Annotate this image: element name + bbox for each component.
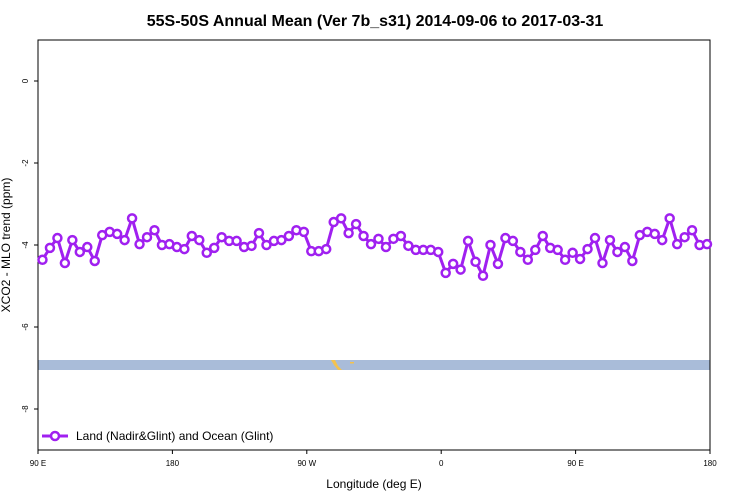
series-marker: [440, 267, 451, 279]
x-axis-title: Longitude (deg E): [326, 477, 421, 491]
series-marker: [261, 239, 272, 251]
series-marker: [686, 224, 698, 236]
chart-title: 55S-50S Annual Mean (Ver 7b_s31) 2014-09…: [147, 13, 604, 30]
series-marker: [320, 243, 332, 255]
series-marker: [52, 232, 63, 244]
series-marker: [119, 234, 130, 246]
x-tick-label: 180: [166, 459, 180, 468]
series-marker: [231, 235, 242, 247]
series-marker: [462, 235, 474, 247]
series-marker: [559, 254, 571, 266]
series-marker: [194, 234, 205, 246]
series-marker: [671, 238, 683, 250]
series-marker: [276, 234, 287, 246]
x-tick-label: 90 E: [30, 459, 46, 468]
series-marker: [395, 230, 407, 242]
series-marker: [82, 241, 93, 253]
series-marker: [246, 240, 257, 252]
series-marker: [679, 231, 690, 243]
series-marker: [604, 234, 616, 246]
legend-label: Land (Nadir&Glint) and Ocean (Glint): [76, 429, 273, 443]
series-marker: [186, 230, 198, 242]
series-marker: [567, 247, 578, 259]
series-marker: [485, 239, 496, 251]
series-marker: [597, 257, 608, 269]
series-marker: [335, 213, 347, 224]
series-marker: [111, 228, 123, 240]
series-marker: [89, 255, 100, 267]
series-marker: [208, 242, 220, 254]
series-marker: [134, 238, 145, 250]
series-marker: [589, 232, 601, 244]
series-marker: [612, 246, 623, 258]
series-marker: [179, 243, 190, 255]
series-marker: [470, 256, 481, 268]
series-marker: [253, 227, 265, 239]
x-tick-label: 180: [703, 459, 717, 468]
series-marker: [373, 233, 384, 245]
series-marker: [582, 243, 593, 255]
series-marker: [201, 247, 212, 259]
legend-marker: [49, 430, 61, 442]
series-marker: [343, 227, 354, 239]
y-tick-label: -8: [21, 405, 30, 413]
series-marker: [365, 238, 377, 250]
series-marker: [447, 258, 459, 270]
series-marker: [403, 240, 414, 252]
series-marker: [126, 213, 138, 224]
series-marker: [298, 226, 310, 238]
series-marker: [74, 246, 86, 258]
legend: Land (Nadir&Glint) and Ocean (Glint): [42, 429, 273, 443]
series-marker: [507, 235, 519, 247]
y-tick-label: -6: [21, 323, 30, 331]
series-marker: [552, 244, 563, 256]
series-marker: [149, 224, 160, 236]
series-marker: [59, 257, 71, 269]
series-marker: [477, 270, 489, 281]
land-patch: [350, 362, 354, 364]
series-marker: [432, 246, 444, 258]
surface-strip: [38, 360, 710, 370]
series-marker: [358, 230, 369, 242]
series-marker: [283, 230, 295, 242]
y-tick-label: -4: [21, 241, 30, 249]
y-tick-label: 0: [21, 78, 30, 83]
x-tick-label: 90 W: [297, 459, 316, 468]
land-patch: [331, 360, 342, 370]
series-marker: [619, 241, 631, 253]
series-marker: [574, 253, 586, 265]
series-marker: [37, 254, 48, 266]
series-marker: [44, 242, 56, 254]
y-axis-title: XCO2 - MLO trend (ppm): [0, 178, 13, 313]
series-marker: [530, 244, 541, 256]
series-marker: [627, 255, 638, 267]
series-marker: [664, 213, 675, 224]
series-marker: [492, 258, 504, 270]
series-marker: [649, 228, 660, 240]
series-marker: [67, 234, 78, 246]
series-marker: [141, 231, 153, 243]
y-tick-label: -2: [21, 159, 30, 167]
x-tick-label: 0: [439, 459, 444, 468]
series-marker: [350, 218, 362, 230]
series-marker: [522, 254, 534, 266]
x-tick-label: 90 E: [567, 459, 583, 468]
series-marker: [701, 238, 713, 250]
series-marker: [656, 234, 668, 246]
series-marker: [455, 264, 466, 275]
series-marker: [537, 230, 548, 242]
series-marker: [380, 241, 392, 253]
series-marker: [515, 246, 526, 258]
